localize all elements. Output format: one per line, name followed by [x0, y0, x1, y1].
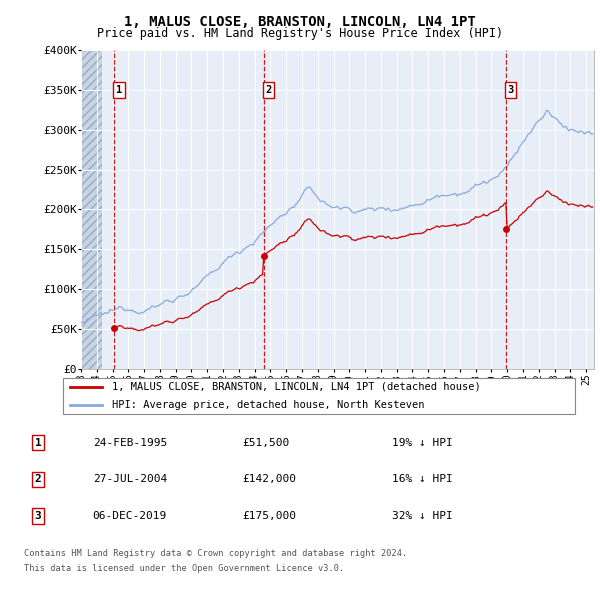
Text: Price paid vs. HM Land Registry's House Price Index (HPI): Price paid vs. HM Land Registry's House …: [97, 27, 503, 40]
Text: 1: 1: [116, 85, 122, 95]
Text: 2: 2: [265, 85, 271, 95]
Text: 3: 3: [508, 85, 514, 95]
Text: 32% ↓ HPI: 32% ↓ HPI: [392, 511, 453, 521]
Text: 19% ↓ HPI: 19% ↓ HPI: [392, 438, 453, 448]
Text: 1: 1: [35, 438, 41, 448]
Text: 3: 3: [35, 511, 41, 521]
Text: £142,000: £142,000: [242, 474, 296, 484]
Text: £175,000: £175,000: [242, 511, 296, 521]
Text: Contains HM Land Registry data © Crown copyright and database right 2024.: Contains HM Land Registry data © Crown c…: [24, 549, 407, 558]
Bar: [81, 50, 103, 369]
Text: 1, MALUS CLOSE, BRANSTON, LINCOLN, LN4 1PT: 1, MALUS CLOSE, BRANSTON, LINCOLN, LN4 1…: [124, 15, 476, 29]
Text: 24-FEB-1995: 24-FEB-1995: [92, 438, 167, 448]
Text: 27-JUL-2004: 27-JUL-2004: [92, 474, 167, 484]
Text: HPI: Average price, detached house, North Kesteven: HPI: Average price, detached house, Nort…: [112, 400, 424, 410]
Text: 2: 2: [35, 474, 41, 484]
Text: 16% ↓ HPI: 16% ↓ HPI: [392, 474, 453, 484]
FancyBboxPatch shape: [62, 378, 575, 414]
Text: 06-DEC-2019: 06-DEC-2019: [92, 511, 167, 521]
Text: £51,500: £51,500: [242, 438, 290, 448]
Text: 1, MALUS CLOSE, BRANSTON, LINCOLN, LN4 1PT (detached house): 1, MALUS CLOSE, BRANSTON, LINCOLN, LN4 1…: [112, 382, 481, 392]
Text: This data is licensed under the Open Government Licence v3.0.: This data is licensed under the Open Gov…: [24, 563, 344, 572]
